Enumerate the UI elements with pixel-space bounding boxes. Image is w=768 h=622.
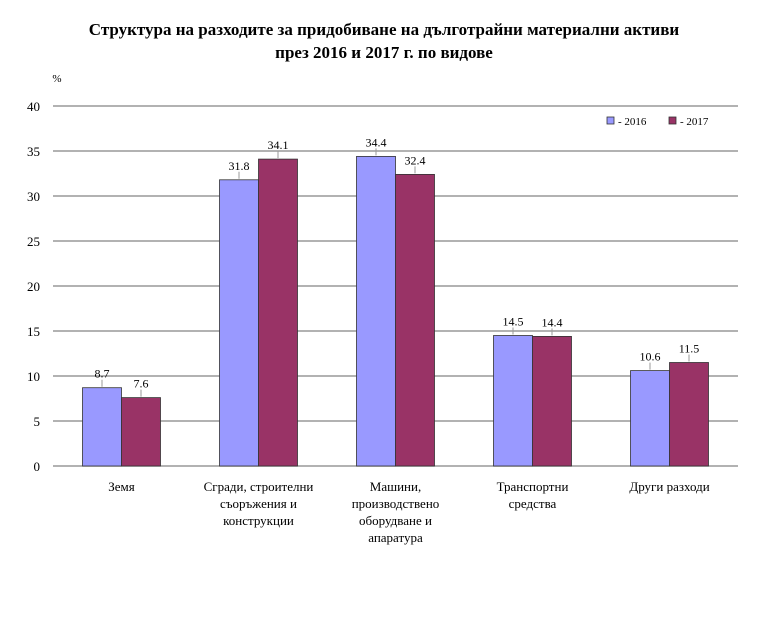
bar-2016 [356,155,396,467]
y-tick-label: 25 [27,234,40,249]
x-tick-label: конструкции [223,513,294,528]
y-tick-label: 40 [27,99,40,114]
x-tick-label: Сгради, строителни [204,479,314,494]
x-tick-label: производствено [352,496,440,511]
bar-2016 [493,335,533,467]
legend-swatch [668,116,677,125]
legend-label: - 2017 [680,116,709,128]
bar-2017 [258,158,298,467]
data-label: 31.8 [229,159,250,173]
bar-2017 [395,173,435,467]
data-label: 7.6 [134,377,149,391]
bar-2017 [121,397,161,467]
data-label: 34.4 [366,135,387,149]
bar-2016 [82,387,122,467]
x-tick-label: Други разходи [629,479,709,494]
y-tick-label: 0 [34,459,41,474]
y-tick-label: 5 [34,414,41,429]
y-axis-label: % [52,73,61,85]
legend-label: - 2016 [618,116,647,128]
data-label: 11.5 [679,342,700,356]
bar-2017 [532,335,572,467]
x-tick-label: оборудване и [359,513,432,528]
chart-title-line2: през 2016 и 2017 г. по видове [275,43,493,62]
bar-2017 [669,362,709,467]
x-tick-label: средства [509,496,557,511]
data-label: 8.7 [95,367,110,381]
y-tick-label: 10 [27,369,40,384]
y-tick-label: 35 [27,144,40,159]
x-tick-label: Транспортни [497,479,569,494]
x-tick-label: Земя [108,479,135,494]
x-tick-label: съоръжения и [220,496,297,511]
bar-2016 [630,370,670,467]
x-tick-label: апаратура [368,530,423,545]
y-tick-label: 15 [27,324,40,339]
data-label: 14.5 [503,315,524,329]
data-label: 14.4 [542,315,563,329]
legend-swatch [606,116,615,125]
data-label: 32.4 [405,153,426,167]
y-tick-label: 30 [27,189,40,204]
data-label: 10.6 [640,350,661,364]
x-tick-label: Машини, [370,479,421,494]
data-label: 34.1 [268,138,289,152]
bar-2016 [219,179,259,467]
chart-title-line1: Структура на разходите за придобиване на… [88,20,680,39]
y-tick-label: 20 [27,279,40,294]
